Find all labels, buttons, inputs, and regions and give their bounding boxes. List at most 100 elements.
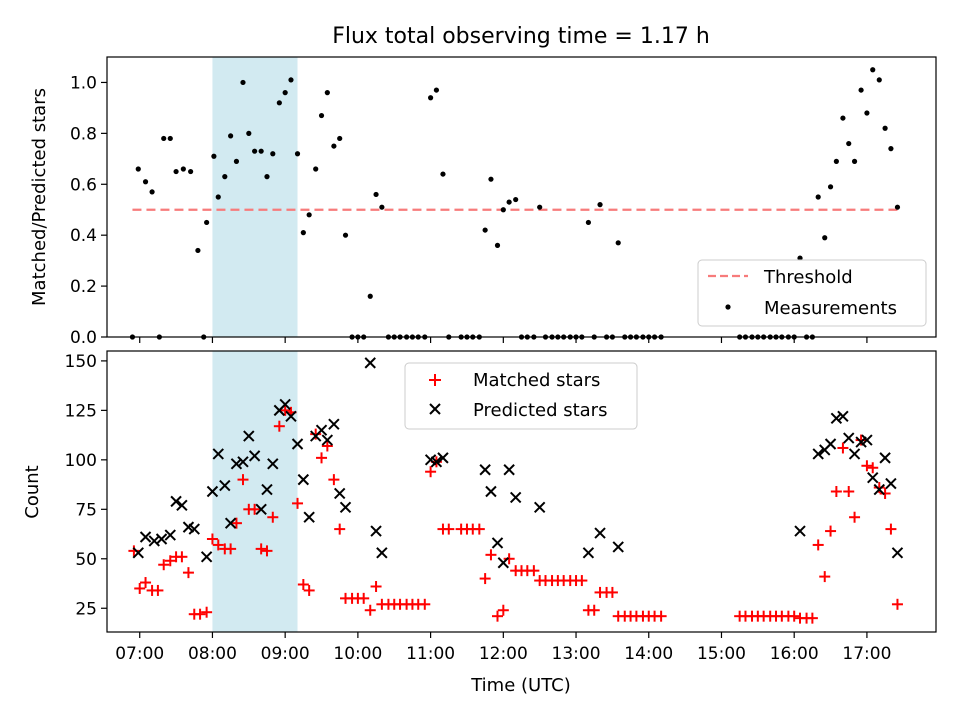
measurement-point <box>246 130 252 136</box>
measurement-point <box>888 146 894 152</box>
measurement-point <box>252 148 258 154</box>
measurement-point <box>211 153 217 159</box>
measurement-point <box>585 219 592 226</box>
y-tick-label: 0.2 <box>70 277 97 297</box>
predicted-star-point <box>303 511 315 523</box>
y-tick-label: 125 <box>65 401 97 421</box>
measurement-point <box>342 232 349 238</box>
legend-matched-label: Matched stars <box>473 370 600 391</box>
predicted-star-point <box>139 531 152 543</box>
matched-star-point <box>873 482 885 494</box>
predicted-star-point <box>485 485 497 498</box>
matched-star-point <box>812 539 824 551</box>
matched-star-point <box>861 460 873 472</box>
legend-predicted-swatch <box>429 403 441 415</box>
matched-star-point <box>479 573 491 585</box>
measurement-point <box>142 179 149 185</box>
matched-star-point <box>321 440 333 452</box>
predicted-star-point <box>830 412 843 424</box>
predicted-star-point <box>479 464 491 476</box>
predicted-star-point <box>237 456 249 468</box>
y-tick-label: 0.8 <box>70 124 97 144</box>
measurement-point <box>149 189 155 195</box>
predicted-star-point <box>867 471 879 484</box>
measurement-point <box>846 140 852 147</box>
matched-star-point <box>230 517 242 529</box>
matched-star-point <box>194 608 206 620</box>
matched-star-point <box>164 555 176 567</box>
predicted-star-point <box>176 499 188 512</box>
measurement-point <box>318 112 325 119</box>
predicted-star-point <box>328 418 340 430</box>
predicted-star-point <box>333 487 346 500</box>
y-tick-label: 1.0 <box>70 73 97 93</box>
matched-star-point <box>606 586 618 598</box>
matched-star-point <box>425 466 437 478</box>
matched-star-point <box>891 598 903 610</box>
predicted-star-point <box>267 458 279 470</box>
y-tick-label: 0.4 <box>70 226 97 246</box>
matched-star-point <box>576 575 588 587</box>
measurement-point <box>433 87 440 93</box>
matched-star-point <box>279 404 291 416</box>
predicted-star-point <box>132 547 144 559</box>
predicted-star-point <box>200 551 213 563</box>
predicted-star-point <box>261 483 273 496</box>
predicted-star-point <box>364 357 376 369</box>
top-plot-frame <box>106 56 937 338</box>
predicted-star-point <box>248 450 261 462</box>
measurement-point <box>233 158 240 164</box>
y-tick-label: 0.0 <box>70 328 97 348</box>
predicted-star-point <box>170 495 182 508</box>
matched-star-point <box>358 592 370 604</box>
predicted-star-point <box>891 547 904 559</box>
measurement-point <box>894 204 901 210</box>
matched-star-point <box>303 584 315 596</box>
y-tick-label: 150 <box>65 352 97 372</box>
predicted-star-point <box>321 434 334 446</box>
matched-star-point <box>212 539 224 551</box>
predicted-star-point <box>837 410 849 423</box>
y-tick-label: 0.6 <box>70 175 97 195</box>
measurement-point <box>204 219 210 226</box>
predicted-star-point <box>219 479 231 492</box>
measurement-point <box>513 196 519 203</box>
highlight-band <box>212 57 298 337</box>
measurement-point <box>324 90 330 96</box>
measurement-point <box>822 235 828 241</box>
predicted-star-point <box>155 533 168 545</box>
measurement-point <box>827 184 834 190</box>
measurement-point <box>337 135 343 142</box>
bottom-panel: Count Time (UTC) 07:00 08:00 09:00 10:00 11:… <box>22 350 937 696</box>
measurement-point <box>300 230 306 236</box>
matched-star-point <box>182 567 194 579</box>
measurement-point <box>288 77 294 83</box>
measurement-point <box>270 151 276 157</box>
predicted-star-point <box>315 424 328 436</box>
matched-star-point <box>310 428 322 440</box>
matched-star-point <box>201 606 213 618</box>
top-y-axis-label: Matched/Predicted stars <box>29 88 50 306</box>
measurement-point <box>264 174 270 180</box>
predicted-star-point <box>370 525 382 537</box>
matched-star-point <box>806 612 818 624</box>
legend-threshold-label: Threshold <box>763 267 853 288</box>
measurement-point <box>840 115 846 121</box>
measurement-point <box>615 240 621 246</box>
measurement-point <box>597 202 603 208</box>
predicted-star-point <box>497 557 510 569</box>
predicted-star-point <box>376 547 388 559</box>
matched-star-point <box>867 462 879 474</box>
measurement-point <box>331 143 337 149</box>
matched-star-point <box>837 442 849 454</box>
measurement-point <box>228 133 234 139</box>
predicted-star-point <box>824 438 837 450</box>
predicted-star-point <box>879 452 891 464</box>
predicted-star-point <box>339 501 352 514</box>
predicted-star-point <box>873 483 885 496</box>
matched-star-point <box>830 486 842 497</box>
matched-star-point <box>206 533 218 545</box>
matched-star-point <box>267 511 279 523</box>
measurement-point <box>222 174 228 180</box>
legend-measurements-label: Measurements <box>764 298 897 319</box>
